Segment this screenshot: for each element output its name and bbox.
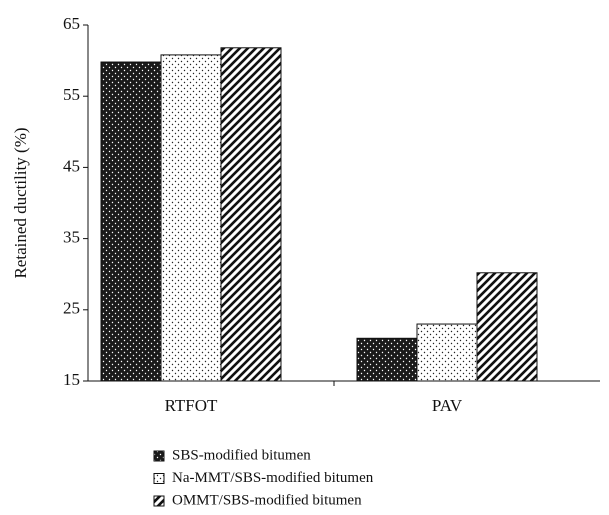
y-tick-label: 35 [63,228,80,247]
bar [476,272,538,382]
y-tick-label: 55 [63,85,80,104]
legend-label: OMMT/SBS-modified bitumen [172,492,362,508]
x-tick-label: PAV [432,396,463,415]
legend-swatch [153,473,165,484]
y-axis-label: Retained ductility (%) [11,127,30,278]
legend-swatch [153,495,165,507]
x-tick-label: RTFOT [165,396,218,415]
bar [100,61,162,382]
bar [416,323,478,382]
y-tick-label: 25 [63,299,80,318]
y-tick-label: 65 [63,14,80,33]
y-tick-label: 15 [63,370,80,389]
legend-label: SBS-modified bitumen [172,447,311,463]
legend-swatch [153,450,165,462]
bar [356,337,418,382]
legend-label: Na-MMT/SBS-modified bitumen [172,470,374,486]
bar [160,54,222,382]
y-tick-label: 45 [63,156,80,175]
bar [220,47,282,382]
